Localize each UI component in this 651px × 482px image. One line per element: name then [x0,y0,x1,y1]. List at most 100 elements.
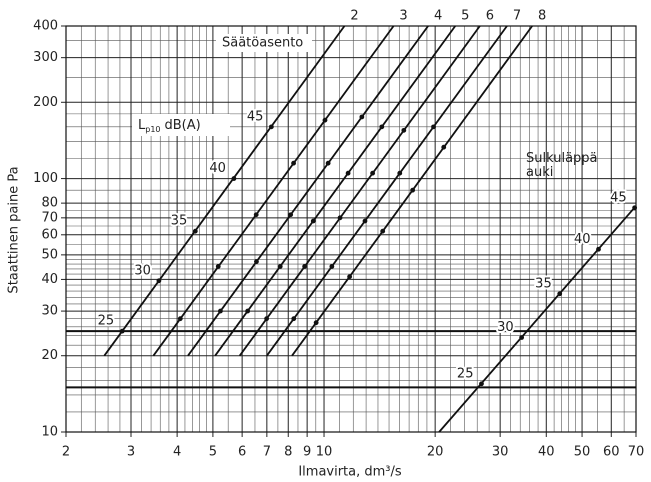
y-tick-label: 50 [41,247,58,262]
y-tick-label: 20 [41,348,58,363]
marker [410,187,416,193]
marker [401,127,407,133]
marker [313,320,319,326]
marker [288,212,294,218]
marker-label: 30 [497,320,514,335]
series-line [266,25,508,357]
marker [302,264,308,269]
y-tick-label: 200 [33,95,58,110]
noise-box [132,114,230,136]
x-tick-label: 7 [263,445,271,460]
marker-label: 35 [171,214,188,229]
x-tick-label: 70 [628,445,645,460]
marker [291,316,297,322]
labels: 2 3 4 5 6 7 8 9 10 20 30 40 50 60 70102030405060708010… [33,9,644,460]
series-line [214,25,456,357]
y-tick-label: 30 [41,304,58,319]
x-tick-label: 9 [303,445,311,460]
marker-label: 35 [535,276,552,291]
marker-label: 25 [98,314,115,329]
series-line [238,25,481,357]
marker [177,316,183,322]
marker [254,259,259,265]
marker [479,381,484,387]
marker [291,160,296,166]
marker-label: 30 [134,263,151,278]
series-line [103,25,346,357]
marker [397,170,403,176]
marker [337,215,343,221]
marker-label: 45 [610,190,627,205]
x-tick-label: 3 [127,445,135,460]
x-tick-label: 20 [427,445,444,460]
x-tick-label: 60 [603,445,620,460]
plot-frame [65,25,637,433]
x-tick-label: 2 [62,445,70,460]
series-label: Sulkuläppä auki [526,152,598,180]
series-label: 7 [513,9,521,24]
marker [192,228,198,234]
marker [119,328,125,334]
series-label: 6 [486,9,494,24]
grid [61,25,637,437]
x-axis-title: Ilmavirta, dm³/s [298,465,402,480]
marker-label: 25 [457,366,474,381]
marker [218,308,223,314]
series-line [438,205,637,433]
noise-label: Lp10 dB(A) [138,118,201,134]
marker [245,308,251,314]
y-tick-label: 10 [41,425,58,440]
marker [370,170,376,176]
x-tick-label: 40 [538,445,555,460]
marker [519,335,525,340]
noise-unit: dB(A) [165,118,201,133]
marker [277,264,283,269]
marks [103,25,638,433]
y-tick-label: 70 [41,210,58,225]
x-tick-label: 8 [284,445,292,460]
series-label: 8 [538,9,546,24]
marker [359,114,365,120]
y-tick-label: 100 [33,171,58,186]
marker [362,218,368,224]
marker-label: 45 [247,109,264,124]
marker [322,117,328,123]
y-axis-title: Staattinen paine Pa [7,166,22,293]
x-tick-label: 6 [238,445,246,460]
setting-box [216,34,312,52]
marker-label: 40 [209,161,226,176]
x-tick-label: 30 [492,445,509,460]
marker [329,264,335,269]
y-tick-label: 40 [41,272,58,287]
marker [253,212,259,218]
marker [215,264,221,269]
marker [325,160,331,166]
marker [557,291,563,297]
series-line [187,25,429,357]
marker [268,124,274,130]
marker [596,246,601,252]
marker [231,176,237,181]
series-line [152,25,395,357]
noise-symbol: L [138,118,146,133]
marker [347,274,353,280]
series-label: 5 [461,9,469,24]
y-tick-label: 80 [41,196,58,211]
series-label-box: Sulkuläppä auki [526,152,598,180]
marker-label: 40 [574,232,591,247]
y-tick-label: 400 [33,19,58,34]
series-label: 4 [434,9,442,24]
x-tick-label: 50 [574,445,591,460]
marker [379,124,385,130]
series-label: 2 [350,9,358,24]
series-label: 3 [399,9,407,24]
x-tick-label: 10 [316,445,333,460]
marker [441,144,447,150]
y-tick-label: 300 [33,50,58,65]
marker [380,228,386,234]
marker [632,205,638,211]
marker [156,278,162,284]
x-tick-label: 4 [173,445,181,460]
